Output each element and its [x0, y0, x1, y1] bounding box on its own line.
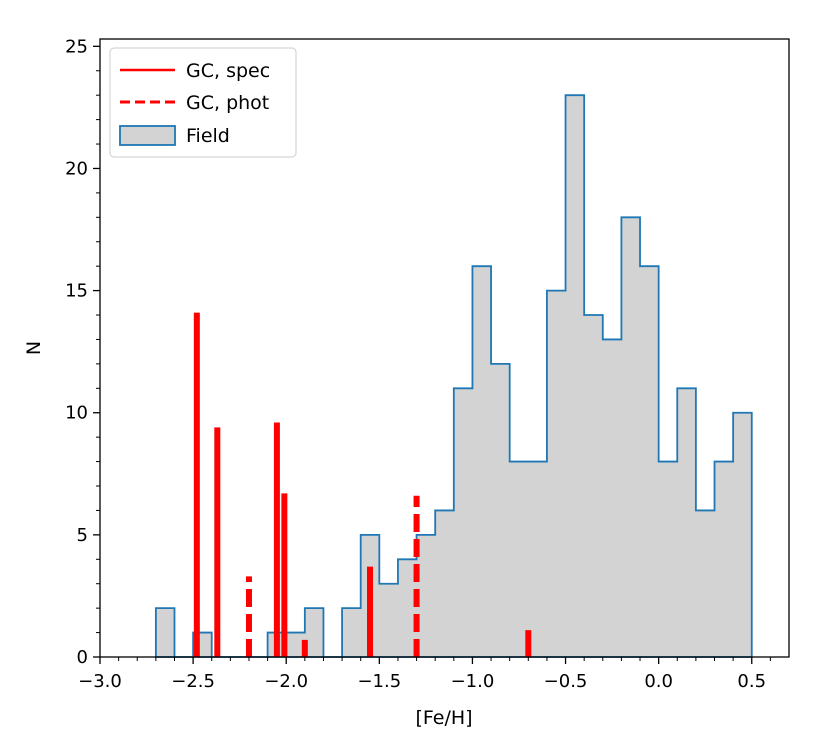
field-bin-bar [547, 291, 566, 657]
field-bin-bar [435, 510, 454, 657]
y-tick-label: 20 [65, 158, 88, 179]
legend-gc-spec-label: GC, spec [186, 60, 270, 82]
legend-gc-phot-label: GC, phot [186, 92, 269, 114]
x-tick-label: −2.5 [171, 671, 215, 692]
field-bin-bar [715, 462, 734, 657]
x-tick-label: −3.0 [78, 671, 122, 692]
legend: GC, spec GC, phot Field [109, 47, 297, 158]
x-axis-ticks: −3.0 −2.5 −2.0 −1.5 −1.0 −0.5 0.0 0.5 [78, 657, 771, 692]
field-bin-bar [603, 339, 622, 657]
field-bin-bar [510, 462, 529, 657]
x-tick-label: −1.0 [451, 671, 495, 692]
field-bin-bar [491, 364, 510, 657]
field-histogram-outline [154, 94, 753, 658]
x-tick-label: 0.5 [737, 671, 766, 692]
field-bin-bar [528, 462, 547, 657]
y-tick-label: 15 [65, 281, 88, 302]
field-bin-bar [677, 388, 696, 657]
x-tick-label: −0.5 [544, 671, 588, 692]
y-tick-label: 25 [65, 36, 88, 57]
x-tick-label: 0.0 [644, 671, 673, 692]
field-bin-bar [472, 266, 491, 657]
y-tick-label: 10 [65, 403, 88, 424]
x-axis-label: [Fe/H] [415, 707, 472, 729]
field-bin-bar [640, 266, 659, 657]
field-bin-bar [379, 584, 398, 657]
y-tick-label: 5 [77, 525, 88, 546]
field-bin-bar [659, 462, 678, 657]
field-histogram-fill [155, 95, 752, 657]
field-bin-bar [342, 608, 361, 657]
gc-bars [193, 312, 532, 657]
field-bin-bar [454, 388, 473, 657]
y-tick-label: 0 [77, 647, 88, 668]
legend-field-label: Field [186, 125, 230, 147]
y-axis-ticks: 0 5 10 15 20 25 [65, 36, 100, 668]
legend-field-patch [119, 125, 176, 146]
field-bin-bar [584, 315, 603, 657]
y-axis-label: N [23, 341, 45, 355]
field-bin-bar [696, 510, 715, 657]
field-bin-bar [566, 95, 585, 657]
x-tick-label: −2.0 [264, 671, 308, 692]
field-histogram [154, 94, 753, 658]
field-bin-bar [733, 413, 752, 657]
field-bin-bar [621, 217, 640, 657]
field-bin-bar [156, 608, 175, 657]
x-tick-label: −1.5 [357, 671, 401, 692]
plot-frame [99, 38, 790, 658]
